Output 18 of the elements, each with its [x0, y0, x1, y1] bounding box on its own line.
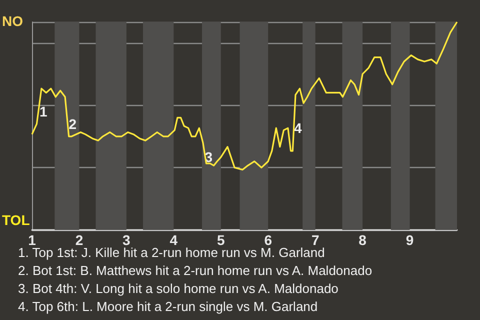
x-tick-label: 1 — [28, 232, 36, 248]
x-tick-label: 5 — [216, 232, 225, 248]
annotation: 1 — [39, 103, 48, 120]
text: 3. Bot 4th: V. Long hit a solo home run vs A. Maldonado — [18, 281, 338, 296]
x-tick-label: 7 — [311, 232, 320, 248]
text: 1. Top 1st: J. Kille hit a 2-run home run vs M. Garland — [18, 245, 325, 260]
text: 2. Bot 1st: B. Matthews hit a 2-run home run vs A. Maldonado — [18, 263, 372, 278]
text: NO — [2, 13, 24, 29]
x-tick-label: 3 — [122, 232, 131, 248]
x-tick-label: 6 — [264, 232, 272, 248]
x-tick-label: 8 — [358, 232, 367, 248]
annotation: 2 — [68, 116, 77, 132]
annotation: 4 — [294, 120, 302, 136]
text: 4. Top 6th: L. Moore hit a 2-run single vs M. Garland — [18, 299, 318, 314]
x-tick-label: 4 — [170, 232, 178, 248]
x-tick-label: 2 — [75, 232, 84, 248]
text: TOL — [2, 212, 30, 228]
x-tick-label: 9 — [406, 232, 414, 248]
